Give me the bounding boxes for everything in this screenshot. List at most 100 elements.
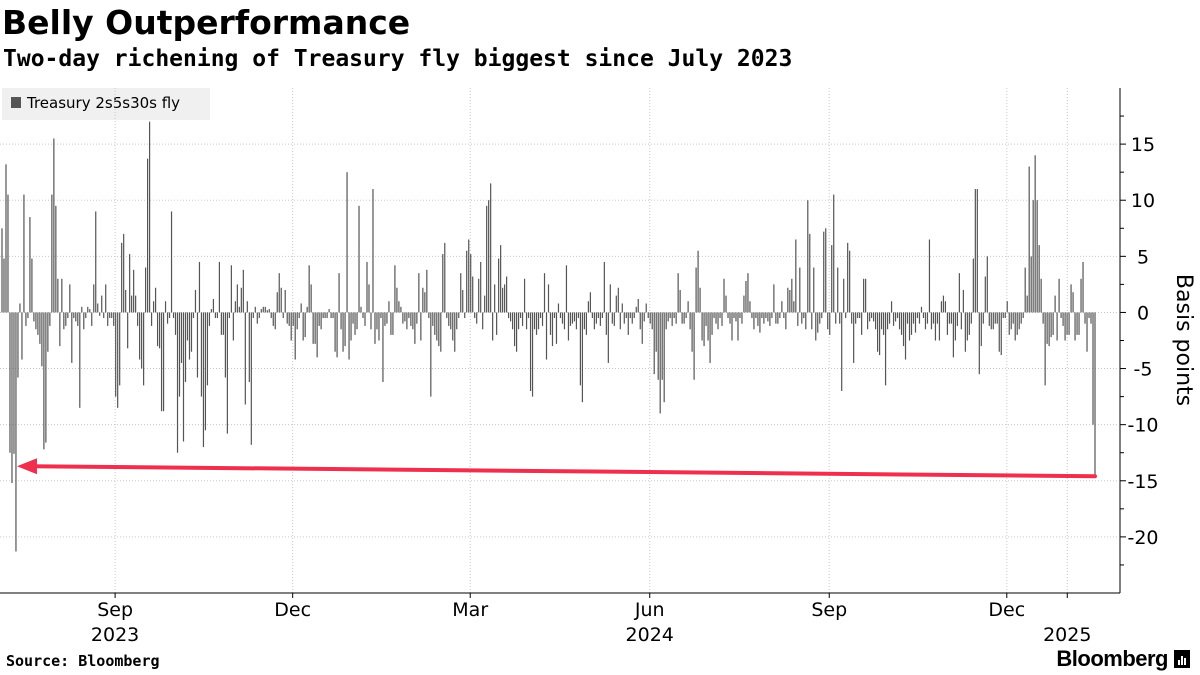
bar <box>426 269 428 313</box>
legend-swatch <box>11 97 21 108</box>
bar <box>17 312 19 378</box>
bar <box>545 312 548 360</box>
x-tick-label: Mar <box>452 599 488 621</box>
bar <box>649 312 651 324</box>
bloomberg-mark-icon <box>1174 650 1190 668</box>
bar <box>884 312 887 386</box>
bar <box>829 312 831 335</box>
bar <box>677 273 679 313</box>
bar <box>809 233 811 313</box>
bar <box>292 312 294 326</box>
bar <box>180 312 183 363</box>
bar <box>1052 312 1054 335</box>
bar <box>434 312 436 335</box>
y-tick-label: -20 <box>1127 527 1158 549</box>
bar <box>474 312 476 319</box>
bar <box>869 312 871 322</box>
x-year-label: 2023 <box>91 624 139 646</box>
bar <box>996 312 998 324</box>
bar <box>942 295 945 313</box>
bar <box>1016 312 1018 335</box>
bar <box>697 250 699 313</box>
bar <box>1038 245 1040 313</box>
bar <box>123 233 125 313</box>
bar <box>55 205 57 313</box>
bar <box>1020 312 1022 324</box>
bar <box>113 312 115 326</box>
bar <box>725 295 727 313</box>
bloomberg-logo: Bloomberg <box>1056 646 1190 672</box>
bar <box>1054 295 1056 313</box>
bar <box>1040 278 1042 313</box>
bar <box>1032 200 1034 313</box>
bar <box>739 312 741 319</box>
bar <box>97 303 99 313</box>
bar <box>190 312 193 352</box>
bar <box>342 312 344 352</box>
bar <box>639 312 641 330</box>
bar <box>523 278 526 313</box>
bar <box>230 265 232 313</box>
bar <box>527 312 530 319</box>
bar <box>131 295 133 313</box>
bar <box>723 278 725 313</box>
bar <box>982 312 984 324</box>
bar <box>410 312 412 326</box>
bar <box>577 312 580 319</box>
bar <box>196 312 199 378</box>
bar <box>206 312 209 386</box>
bar <box>23 194 25 313</box>
bar <box>745 281 747 313</box>
bar <box>906 312 909 324</box>
bar <box>789 290 791 313</box>
bar <box>276 292 278 313</box>
bar <box>912 312 915 324</box>
bar <box>105 284 107 313</box>
bar <box>316 312 318 358</box>
bar <box>952 312 954 358</box>
bar <box>49 312 51 326</box>
bar <box>575 312 578 330</box>
bar <box>988 312 990 326</box>
bar <box>1028 166 1030 313</box>
bar <box>845 312 847 319</box>
bar <box>176 312 179 453</box>
bar <box>45 312 47 443</box>
bar <box>374 312 376 344</box>
bar <box>733 312 735 319</box>
bar <box>691 312 693 352</box>
bar <box>284 290 286 313</box>
bar <box>1034 155 1036 313</box>
bar <box>962 290 964 313</box>
bar <box>833 194 835 313</box>
bar <box>348 312 350 360</box>
bar <box>631 312 633 324</box>
bar <box>1008 312 1010 335</box>
bar <box>41 312 43 367</box>
annotation-arrow-head <box>16 458 37 475</box>
bar <box>212 298 215 313</box>
bar <box>807 200 809 313</box>
bar <box>200 312 203 397</box>
bar <box>29 217 31 313</box>
bar <box>635 306 637 313</box>
bar <box>970 312 972 324</box>
bar <box>1066 312 1068 335</box>
bar <box>609 284 611 313</box>
y-tick-label: -15 <box>1127 471 1158 493</box>
bar <box>986 256 988 313</box>
bar <box>63 312 65 330</box>
bar <box>753 312 755 330</box>
bar <box>964 312 966 352</box>
bar <box>99 312 101 316</box>
bar <box>232 312 234 341</box>
bar <box>595 312 597 324</box>
y-tick-label: 0 <box>1137 302 1149 324</box>
bar <box>948 312 950 324</box>
bar <box>627 312 629 335</box>
bar <box>31 258 33 313</box>
bar <box>65 312 67 326</box>
bar <box>103 312 105 319</box>
axes: 15 10 5 0 -5 -10 -15 -20 Sep 2023 Dec Mar Jun 2024 Sep… <box>0 88 1159 646</box>
